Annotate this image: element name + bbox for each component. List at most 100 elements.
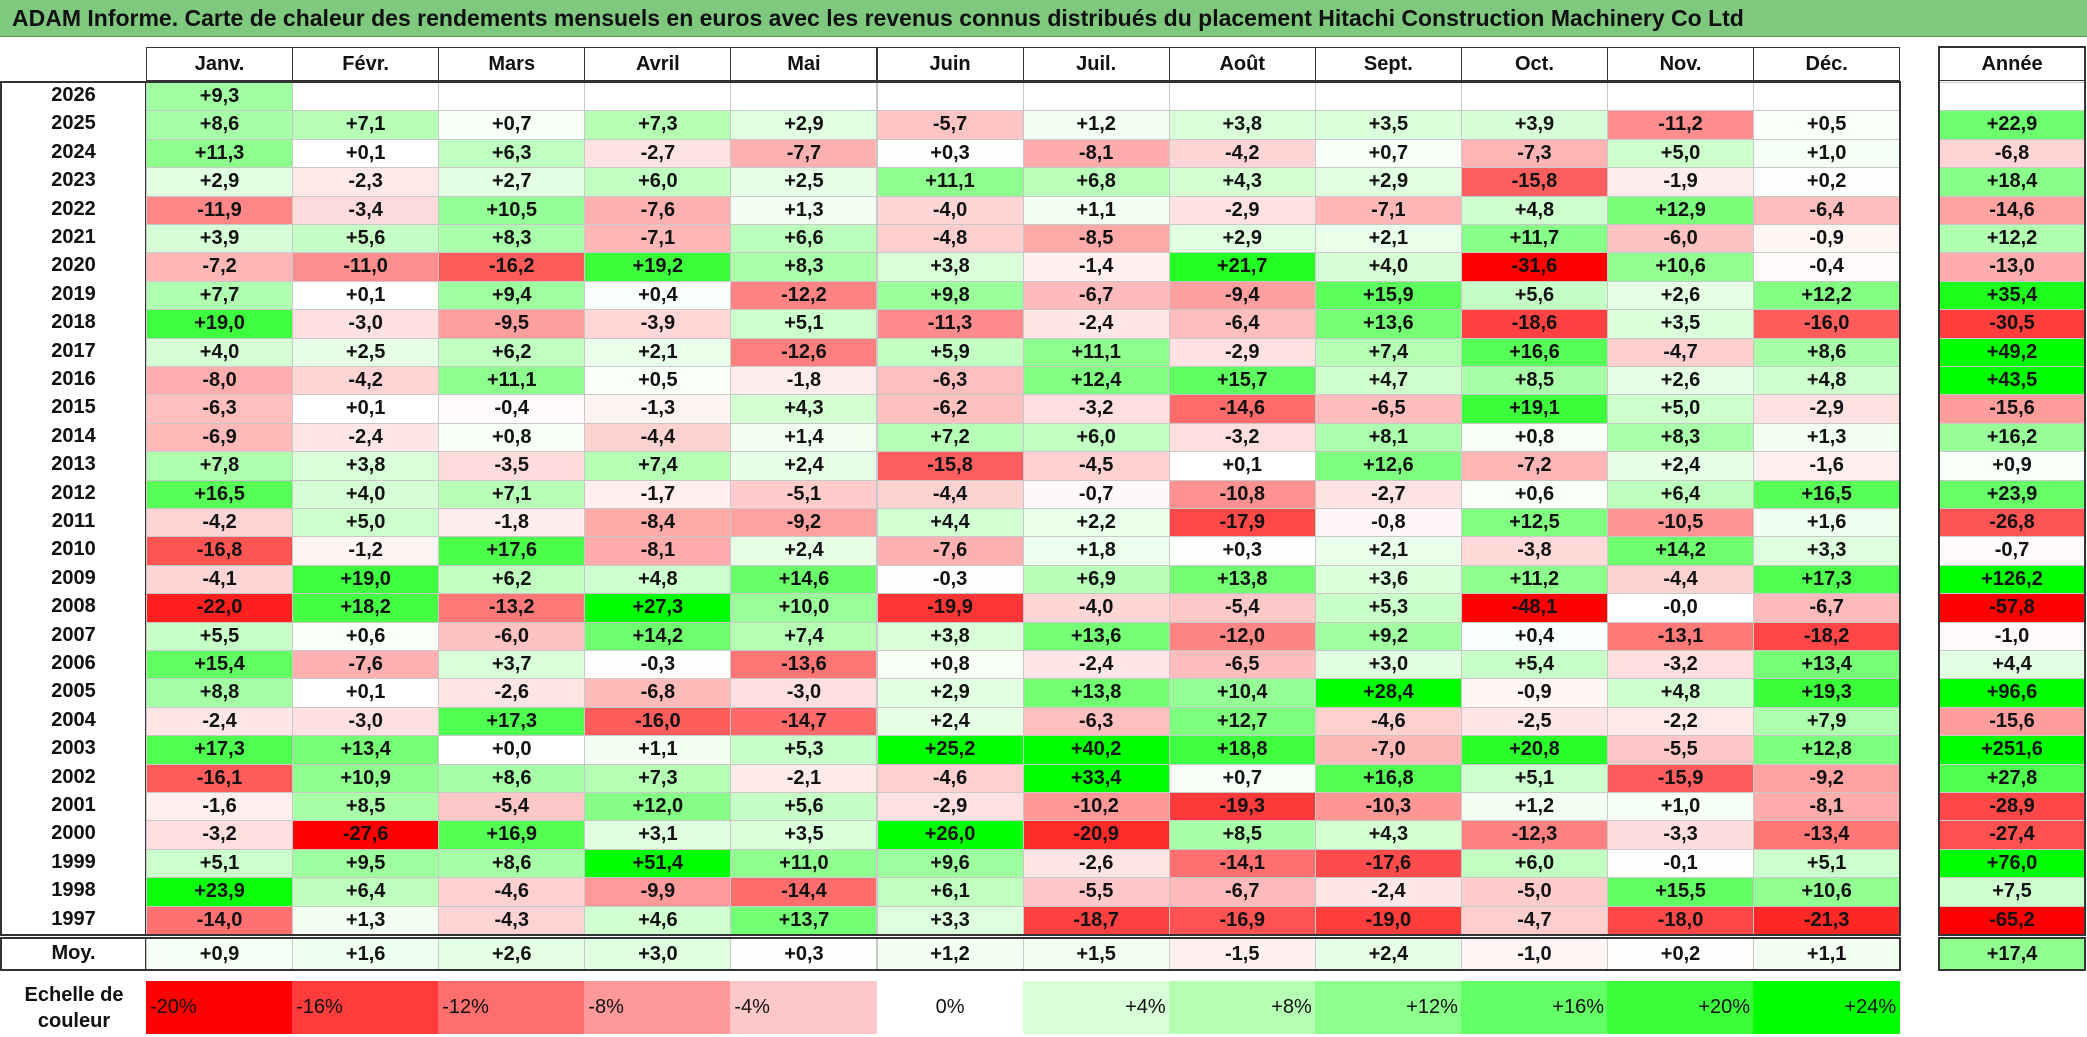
heatmap-cell: -2,9 (1753, 394, 1901, 424)
heatmap-cell: +5,1 (1753, 848, 1901, 879)
annual-cell: -30,5 (1939, 309, 2085, 339)
heatmap-cell: -14,0 (146, 905, 294, 935)
heatmap-cell: +1,1 (584, 735, 732, 765)
heatmap-cell: +13,6 (1314, 309, 1462, 339)
heatmap-cell: -9,2 (730, 508, 878, 538)
heatmap-cell: +8,6 (438, 763, 586, 793)
average-cell: +2,4 (1314, 938, 1462, 970)
year-label: 2000 (2, 820, 146, 850)
heatmap-cell: -6,0 (1607, 224, 1755, 254)
heatmap-cell: -2,4 (146, 706, 294, 737)
heatmap-cell: +5,3 (1314, 593, 1462, 623)
heatmap-cell: -6,4 (1753, 195, 1901, 225)
year-label: 2009 (2, 564, 146, 595)
heatmap-cell: +16,9 (438, 820, 586, 850)
heatmap-cell: -15,9 (1607, 763, 1755, 793)
heatmap-cell: +10,4 (1168, 678, 1316, 708)
heatmap-cell: +0,4 (584, 280, 732, 311)
heatmap-cell: +3,3 (1753, 536, 1901, 566)
heatmap-cell: +16,6 (1460, 337, 1608, 367)
heatmap-cell: -4,4 (584, 422, 732, 453)
annual-cell: +126,2 (1939, 564, 2085, 595)
heatmap-cell: -3,4 (292, 195, 440, 225)
empty-cell (292, 82, 440, 112)
average-label: Moy. (2, 938, 146, 970)
heatmap-cell: -4,6 (876, 763, 1024, 793)
month-header: Mars (438, 47, 586, 81)
average-cell: +1,6 (292, 938, 440, 970)
heatmap-cell: -0,3 (584, 650, 732, 680)
heatmap-cell: +6,1 (876, 877, 1024, 907)
heatmap-cell: +15,7 (1168, 366, 1316, 396)
empty-cell (1168, 82, 1316, 112)
heatmap-cell: +9,5 (292, 848, 440, 879)
annual-cell: +35,4 (1939, 280, 2085, 311)
heatmap-cell: +19,1 (1460, 394, 1608, 424)
heatmap-cell: +6,6 (730, 224, 878, 254)
heatmap-cell: +10,0 (730, 593, 878, 623)
heatmap-cell: +7,4 (584, 451, 732, 481)
heatmap-cell: +6,4 (1607, 479, 1755, 509)
year-label: 2007 (2, 621, 146, 651)
heatmap-cell: -8,1 (584, 536, 732, 566)
heatmap-cell: +23,9 (146, 877, 294, 907)
heatmap-cell: -7,2 (146, 252, 294, 282)
heatmap-cell: +5,9 (876, 337, 1024, 367)
annual-cell: +251,6 (1939, 735, 2085, 765)
annual-cell: -1,0 (1939, 621, 2085, 651)
heatmap-cell: +0,5 (584, 366, 732, 396)
heatmap-cell: -3,5 (438, 451, 586, 481)
heatmap-cell: -9,5 (438, 309, 586, 339)
heatmap-cell: +1,3 (730, 195, 878, 225)
heatmap-cell: +1,3 (1753, 422, 1901, 453)
heatmap-cell: +27,3 (584, 593, 732, 623)
heatmap-cell: -6,0 (438, 621, 586, 651)
year-label: 2001 (2, 792, 146, 822)
heatmap-cell: +7,3 (584, 763, 732, 793)
heatmap-cell: +5,3 (730, 735, 878, 765)
legend-swatch: -12% (438, 981, 586, 1034)
heatmap-cell: +40,2 (1022, 735, 1170, 765)
annual-cell: +18,4 (1939, 167, 2085, 197)
heatmap-cell: +0,6 (292, 621, 440, 651)
heatmap-cell: +0,7 (1314, 138, 1462, 169)
heatmap-cell: -11,9 (146, 195, 294, 225)
heatmap-cell: +2,1 (1314, 536, 1462, 566)
heatmap-cell: -1,7 (584, 479, 732, 509)
heatmap-cell: -13,1 (1607, 621, 1755, 651)
heatmap-cell: +2,5 (292, 337, 440, 367)
heatmap-cell: -16,9 (1168, 905, 1316, 935)
heatmap-cell: +5,6 (1460, 280, 1608, 311)
heatmap-cell: +2,9 (146, 167, 294, 197)
heatmap-cell: +6,0 (1460, 848, 1608, 879)
heatmap-cell: -4,7 (1460, 905, 1608, 935)
heatmap-cell: +7,1 (438, 479, 586, 509)
heatmap-cell: +9,3 (146, 82, 294, 112)
heatmap-cell: -18,2 (1753, 621, 1901, 651)
heatmap-cell: +2,6 (1607, 366, 1755, 396)
heatmap-cell: +12,8 (1753, 735, 1901, 765)
heatmap-cell: -12,3 (1460, 820, 1608, 850)
month-header: Déc. (1753, 47, 1901, 81)
year-label: 1999 (2, 848, 146, 879)
annual-cell: -15,6 (1939, 394, 2085, 424)
heatmap-cell: +8,5 (1168, 820, 1316, 850)
year-label: 2002 (2, 763, 146, 793)
heatmap-cell: +7,1 (292, 110, 440, 140)
legend-swatch: -16% (292, 981, 440, 1034)
heatmap-cell: -16,0 (1753, 309, 1901, 339)
annual-cell: -6,8 (1939, 138, 2085, 169)
heatmap-cell: -2,6 (1022, 848, 1170, 879)
year-label: 2022 (2, 195, 146, 225)
heatmap-cell: +33,4 (1022, 763, 1170, 793)
heatmap-cell: +4,8 (1753, 366, 1901, 396)
heatmap-cell: +2,5 (730, 167, 878, 197)
heatmap-cell: -4,0 (1022, 593, 1170, 623)
heatmap-cell: -6,7 (1753, 593, 1901, 623)
heatmap-cell: +1,6 (1753, 508, 1901, 538)
heatmap-cell: +25,2 (876, 735, 1024, 765)
heatmap-cell: -16,0 (584, 706, 732, 737)
heatmap-cell: -11,0 (292, 252, 440, 282)
legend-swatch: -8% (584, 981, 732, 1034)
empty-cell (1460, 82, 1608, 112)
